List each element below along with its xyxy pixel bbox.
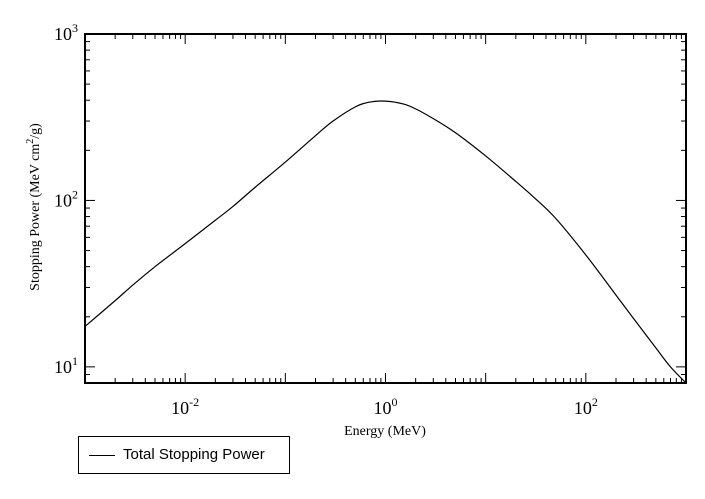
plot-frame xyxy=(84,33,687,384)
y-tick-label: 102 xyxy=(54,187,78,210)
x-axis-ticks xyxy=(84,34,687,383)
y-axis-title-end: /g) xyxy=(28,123,43,139)
y-axis-tick-labels: 101 102 103 xyxy=(54,21,78,377)
y-tick-label: 101 xyxy=(54,354,78,377)
y-axis-ticks xyxy=(85,33,686,384)
x-tick-label: 100 xyxy=(374,395,398,418)
series-line-total-stopping-power xyxy=(84,100,687,384)
x-axis-tick-labels: 10-2 100 102 xyxy=(171,395,598,418)
y-axis-title-sup: 2 xyxy=(25,139,36,144)
y-tick-label: 103 xyxy=(54,21,78,44)
y-axis-title-main: Stopping Power (MeV cm xyxy=(28,144,43,291)
legend-label: Total Stopping Power xyxy=(123,446,265,463)
x-tick-label: 102 xyxy=(574,395,598,418)
legend-line-swatch xyxy=(89,455,115,456)
x-axis-title: Energy (MeV) xyxy=(344,424,426,439)
y-axis-title: Stopping Power (MeV cm2/g) xyxy=(25,123,43,291)
x-tick-label: 10-2 xyxy=(171,395,199,418)
legend: Total Stopping Power xyxy=(78,436,290,474)
